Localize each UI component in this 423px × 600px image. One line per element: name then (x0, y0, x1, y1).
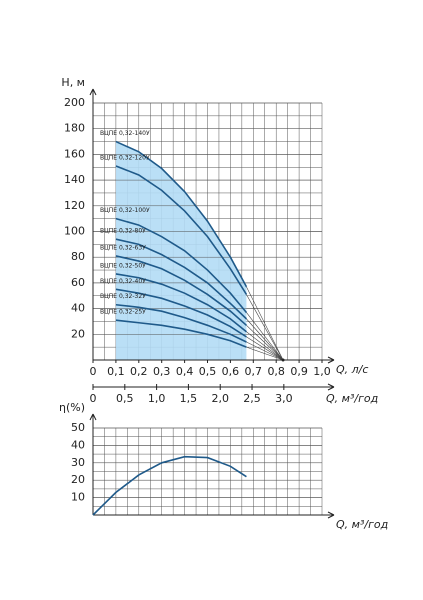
curve (115, 217, 248, 313)
y-tick-label: 30 (71, 456, 85, 469)
y-tick-label: 40 (71, 438, 85, 451)
y-tick-label: 20 (71, 327, 85, 340)
x-tick-label: 0,6 (222, 365, 240, 378)
x-tick-label: 0,3 (153, 365, 171, 378)
x-axis-label: Q, л/с (336, 363, 368, 376)
y-axis-label: η(%) (59, 401, 85, 414)
x2-tick-label: 3,0 (275, 392, 293, 405)
operating-range (115, 141, 247, 360)
x-axis (93, 356, 335, 364)
curve-label: ВЦПЕ 0,32-25У (100, 309, 146, 316)
x-tick-label: 0,7 (245, 365, 263, 378)
curve-label: ВЦПЕ 0,32-50У (100, 262, 146, 269)
curve (115, 140, 248, 288)
y-tick-label: 200 (64, 96, 85, 109)
x-axis (93, 511, 335, 519)
extension-line (246, 346, 284, 361)
x2-tick-label: 1,5 (180, 392, 198, 405)
y-tick-label: 140 (64, 173, 85, 186)
x2-tick-label: 0,5 (116, 392, 134, 405)
extension-line (246, 318, 284, 361)
extension-line (246, 286, 284, 361)
curve-label: ВЦПЕ 0,32-80У (100, 228, 146, 235)
y-tick-label: 100 (64, 225, 85, 238)
curve-label: ВЦПЕ 0,32-120У (100, 154, 150, 161)
curve (92, 455, 247, 516)
extension-line (246, 312, 284, 361)
extension-line (246, 325, 284, 361)
curve (115, 255, 247, 326)
y-tick-label: 80 (71, 250, 85, 263)
extension-line (246, 294, 284, 361)
curve (115, 288, 247, 338)
extension-line (246, 341, 284, 361)
curve (115, 303, 247, 343)
y-tick-label: 50 (71, 421, 85, 434)
x-tick-label: 0,2 (130, 365, 148, 378)
y-tick-label: 10 (71, 491, 85, 504)
y-tick-label: 180 (64, 122, 85, 135)
x2-tick-label: 2,5 (243, 392, 261, 405)
y-axis (89, 88, 97, 360)
extension-line (246, 331, 284, 361)
curve (115, 319, 247, 348)
curve (115, 238, 247, 320)
y-axis-label: Н, м (61, 76, 85, 89)
y-tick-label: 40 (71, 302, 85, 315)
y-tick-label: 160 (64, 147, 85, 160)
x-tick-label: 0,9 (290, 365, 308, 378)
x-tick-label: 0 (90, 365, 97, 378)
x-tick-label: 0,8 (267, 365, 285, 378)
curve-label: ВЦПЕ 0,32-32У (100, 293, 146, 300)
x2-tick-label: 2,0 (211, 392, 229, 405)
curve-label: ВЦПЕ 0,32-63У (100, 244, 146, 251)
y-tick-label: 20 (71, 473, 85, 486)
x2-axis-label: Q, м³/год (326, 392, 378, 405)
x2-tick-label: 0 (90, 392, 97, 405)
y-axis (89, 413, 97, 515)
y-tick-label: 60 (71, 276, 85, 289)
x2-axis (93, 383, 335, 391)
curve-label: ВЦПЕ 0,32-40У (100, 278, 146, 285)
x-tick-label: 1,0 (313, 365, 331, 378)
x-tick-label: 0,1 (107, 365, 125, 378)
extension-line (246, 336, 284, 361)
x2-tick-label: 1,0 (148, 392, 166, 405)
x-tick-label: 0,5 (199, 365, 217, 378)
x-axis-label: Q, м³/год (336, 518, 388, 531)
curve-label: ВЦПЕ 0,32-140У (100, 130, 150, 137)
x-tick-label: 0,4 (176, 365, 194, 378)
convergence-point (281, 358, 285, 362)
curve (115, 165, 248, 295)
curve (115, 273, 247, 333)
y-tick-label: 120 (64, 199, 85, 212)
curve-label: ВЦПЕ 0,32-100У (100, 207, 150, 214)
